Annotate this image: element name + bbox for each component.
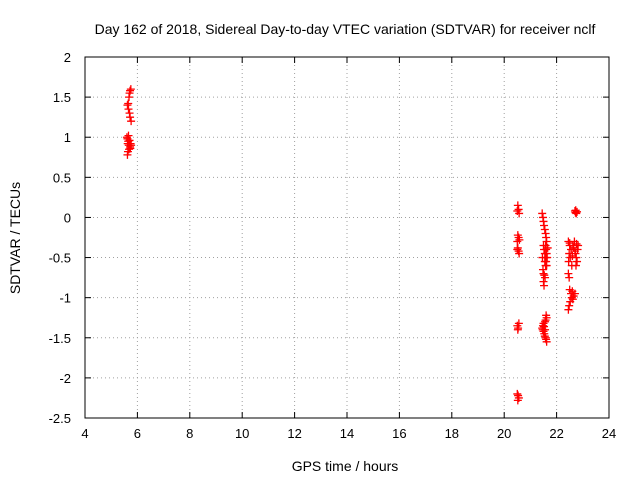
- plot-border: [84, 56, 610, 419]
- data-point-marker: [542, 337, 551, 346]
- data-point-marker: [568, 251, 577, 260]
- x-tick-labels: 4 6 8 10 12 14 16 18 20 22 24: [81, 426, 616, 441]
- data-point-marker: [513, 396, 522, 405]
- data-point-marker: [126, 113, 135, 122]
- data-point-marker: [573, 257, 582, 266]
- y-tick-label: -0.5: [49, 251, 71, 266]
- x-tick-label: 6: [134, 426, 141, 441]
- data-point-marker: [540, 257, 549, 266]
- y-tick-label: 2: [64, 50, 71, 65]
- data-point-marker: [123, 150, 132, 159]
- y-tick-label: -2.5: [49, 411, 71, 426]
- y-axis-label: SDTVAR / TECUs: [7, 182, 23, 294]
- data-point-marker: [565, 273, 574, 282]
- x-tick-label: 16: [392, 426, 406, 441]
- data-point-marker: [565, 301, 574, 310]
- x-tick-label: 10: [235, 426, 249, 441]
- data-point-marker: [564, 257, 573, 266]
- data-point-marker: [513, 325, 522, 334]
- data-point-marker: [571, 206, 580, 215]
- data-point-marker: [574, 241, 583, 250]
- x-tick-label: 18: [445, 426, 459, 441]
- y-tick-label: -1.5: [49, 331, 71, 346]
- y-tick-label: 1: [64, 130, 71, 145]
- y-tick-label: 1.5: [53, 90, 71, 105]
- data-point-marker: [542, 237, 551, 246]
- data-point-marker: [541, 261, 550, 270]
- data-point-marker: [573, 207, 582, 216]
- data-point-marker: [541, 273, 550, 282]
- data-point-marker: [540, 281, 549, 290]
- data-point-marker: [126, 144, 135, 153]
- data-point-marker: [126, 86, 135, 95]
- data-point-marker: [572, 253, 581, 262]
- x-axis-label: GPS time / hours: [292, 458, 399, 474]
- data-point-marker: [513, 207, 522, 216]
- x-tick-label: 22: [549, 426, 563, 441]
- data-point-marker: [124, 105, 133, 114]
- data-point-marker: [543, 243, 552, 252]
- data-point-marker: [514, 319, 523, 328]
- data-point-marker: [515, 249, 524, 258]
- y-tick-label: 0.5: [53, 170, 71, 185]
- data-point-marker: [127, 117, 136, 126]
- data-point-marker: [539, 269, 548, 278]
- data-point-marker: [568, 287, 577, 296]
- data-point-marker: [124, 131, 133, 140]
- y-tick-label: -1: [59, 291, 71, 306]
- data-point-marker: [540, 225, 549, 234]
- x-tick-label: 20: [497, 426, 511, 441]
- data-point-marker: [540, 221, 549, 230]
- x-tick-label: 12: [287, 426, 301, 441]
- x-tick-label: 8: [186, 426, 193, 441]
- data-point-marker: [513, 245, 522, 254]
- x-tick-label: 14: [340, 426, 354, 441]
- data-point-marker: [566, 297, 575, 306]
- data-point-marker: [572, 239, 581, 248]
- data-point-marker: [126, 85, 135, 94]
- x-tick-label: 24: [602, 426, 616, 441]
- data-point-marker: [543, 253, 552, 262]
- chart-title: Day 162 of 2018, Sidereal Day-to-day VTE…: [95, 21, 596, 37]
- y-tick-labels: 2 1.5 1 0.5 0 -0.5 -1 -1.5 -2 -2.5: [49, 50, 71, 426]
- y-tick-label: 0: [64, 210, 71, 225]
- data-point-marker: [564, 305, 573, 314]
- data-point-marker: [123, 101, 132, 110]
- data-point-marker: [564, 269, 573, 278]
- y-tick-label: -2: [59, 371, 71, 386]
- x-tick-label: 4: [81, 426, 88, 441]
- data-point-marker: [541, 325, 550, 334]
- data-point-marker: [542, 245, 551, 254]
- data-point-marker: [538, 209, 547, 218]
- data-points: [122, 85, 583, 405]
- gridlines: [85, 57, 609, 418]
- data-point-marker: [571, 261, 580, 270]
- data-point-marker: [541, 317, 550, 326]
